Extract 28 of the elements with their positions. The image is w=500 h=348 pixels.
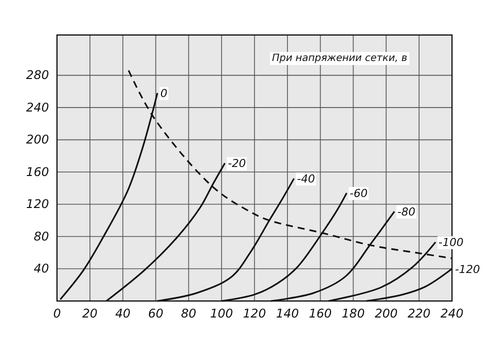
series-label: -80 xyxy=(397,206,416,219)
x-tick-label: 20 xyxy=(82,306,98,321)
x-tick-label: 100 xyxy=(210,306,234,321)
x-tick-label: 0 xyxy=(53,306,62,321)
x-tick-label: 140 xyxy=(276,306,300,321)
x-tick-label: 200 xyxy=(374,306,398,321)
series-label: -100 xyxy=(438,236,464,250)
x-tick-label: 220 xyxy=(408,306,431,321)
series-label: -120 xyxy=(455,262,480,276)
x-tick-label: 180 xyxy=(342,306,366,321)
y-tick-label: 160 xyxy=(26,164,50,179)
x-tick-label: 160 xyxy=(308,306,332,321)
x-tick-label: 80 xyxy=(181,306,197,321)
series-label: -40 xyxy=(297,172,315,186)
y-tick-label: 40 xyxy=(34,262,50,276)
y-tick-label: 280 xyxy=(26,68,50,82)
y-tick-label: 200 xyxy=(26,132,50,147)
x-tick-label: 240 xyxy=(440,306,464,321)
x-tick-label: 60 xyxy=(148,306,164,321)
series-label: -20 xyxy=(228,157,246,170)
y-tick-label: 240 xyxy=(26,100,50,114)
series-label: -60 xyxy=(350,186,368,200)
y-tick-label: 120 xyxy=(26,197,50,212)
series-label: 0 xyxy=(160,87,168,100)
x-tick-label: 120 xyxy=(243,306,266,321)
y-tick-label: 80 xyxy=(34,229,50,244)
x-tick-label: 40 xyxy=(115,306,131,321)
annotation: При напряжении сетки, в xyxy=(272,53,408,64)
